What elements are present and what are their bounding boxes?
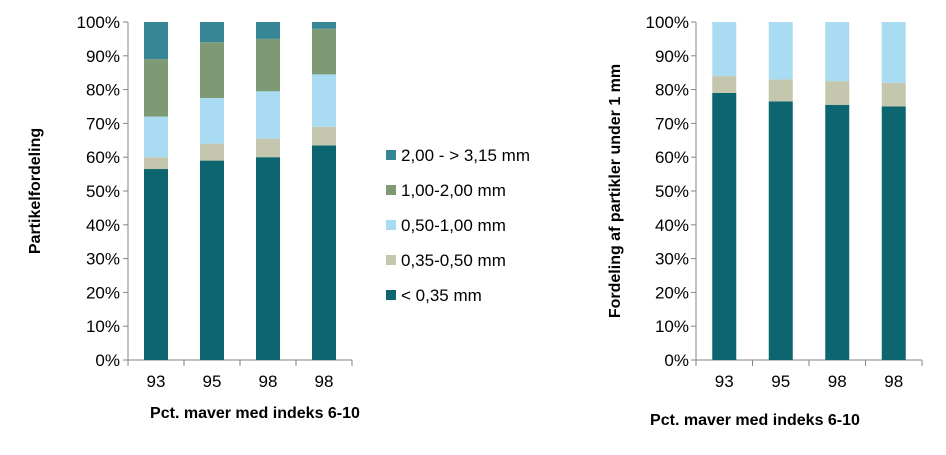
bar-segment bbox=[881, 106, 906, 360]
legend-label: < 0,35 mm bbox=[401, 286, 482, 305]
bar-segment bbox=[256, 157, 280, 360]
x-tick-label: 98 bbox=[828, 372, 847, 391]
bar-segment bbox=[825, 104, 850, 360]
y-tick-label: 30% bbox=[655, 250, 689, 269]
bar-segment bbox=[144, 169, 168, 360]
x-tick-label: 98 bbox=[315, 372, 334, 391]
bar-segment bbox=[712, 22, 737, 77]
y-tick-label: 70% bbox=[86, 114, 120, 133]
x-tick-label: 98 bbox=[884, 372, 903, 391]
x-axis-title: Pct. maver med indeks 6-10 bbox=[150, 405, 360, 422]
legend-swatch bbox=[386, 185, 396, 195]
x-tick-label: 93 bbox=[715, 372, 734, 391]
legend-label: 0,35-0,50 mm bbox=[401, 251, 506, 270]
y-tick-label: 30% bbox=[86, 250, 120, 269]
bar-segment bbox=[200, 160, 224, 360]
bar-segment bbox=[825, 81, 850, 105]
y-axis-title: Fordeling af partikler under 1 mm bbox=[607, 64, 624, 318]
legend-label: 0,50-1,00 mm bbox=[401, 216, 506, 235]
y-tick-label: 40% bbox=[86, 216, 120, 235]
bar-segment bbox=[256, 38, 280, 92]
y-tick-label: 80% bbox=[86, 81, 120, 100]
bar-segment bbox=[768, 79, 793, 102]
y-tick-label: 40% bbox=[655, 216, 689, 235]
bar-segment bbox=[881, 22, 906, 83]
bar-segment bbox=[144, 22, 168, 60]
legend-label: 1,00-2,00 mm bbox=[401, 181, 506, 200]
y-tick-label: 10% bbox=[655, 317, 689, 336]
bar-segment bbox=[144, 116, 168, 158]
y-tick-label: 70% bbox=[655, 114, 689, 133]
y-axis-title: Partikelfordeling bbox=[27, 128, 44, 254]
bar-segment bbox=[768, 22, 793, 80]
bar-segment bbox=[312, 22, 336, 29]
y-tick-label: 90% bbox=[86, 47, 120, 66]
y-tick-label: 80% bbox=[655, 81, 689, 100]
bar-segment bbox=[312, 145, 336, 360]
y-tick-label: 100% bbox=[646, 13, 689, 32]
y-tick-label: 50% bbox=[655, 182, 689, 201]
bar-segment bbox=[712, 92, 737, 360]
legend-swatch bbox=[386, 220, 396, 230]
bar-segment bbox=[768, 101, 793, 361]
y-tick-label: 100% bbox=[77, 13, 120, 32]
bar-segment bbox=[312, 28, 336, 75]
y-tick-label: 0% bbox=[95, 351, 120, 370]
bar-segment bbox=[256, 22, 280, 39]
bar-segment bbox=[256, 91, 280, 139]
y-tick-label: 10% bbox=[86, 317, 120, 336]
x-tick-label: 95 bbox=[203, 372, 222, 391]
bar-segment bbox=[312, 126, 336, 146]
legend-swatch bbox=[386, 255, 396, 265]
legend-label: 2,00 - > 3,15 mm bbox=[401, 146, 530, 165]
bar-segment bbox=[200, 143, 224, 161]
bar-segment bbox=[144, 157, 168, 170]
bar-segment bbox=[200, 22, 224, 43]
y-tick-label: 20% bbox=[655, 283, 689, 302]
x-tick-label: 95 bbox=[771, 372, 790, 391]
legend-swatch bbox=[386, 150, 396, 160]
y-tick-label: 60% bbox=[655, 148, 689, 167]
bar-segment bbox=[200, 42, 224, 99]
y-tick-label: 50% bbox=[86, 182, 120, 201]
legend-swatch bbox=[386, 290, 396, 300]
bar-segment bbox=[312, 74, 336, 127]
y-tick-label: 0% bbox=[664, 351, 689, 370]
legend: 2,00 - > 3,15 mm 1,00-2,00 mm 0,50-1,00 mm… bbox=[386, 146, 530, 305]
bar-segment bbox=[881, 82, 906, 107]
bar-segment bbox=[712, 76, 737, 93]
chart-left: 0% 10% 20% 30% 40% 50% 60% 70% 80% 90% 100% 93 95 98 9… bbox=[27, 13, 360, 422]
y-tick-label: 60% bbox=[86, 148, 120, 167]
bar-segment bbox=[144, 59, 168, 117]
chart-right: 0% 10% 20% 30% 40% 50% 60% 70% 80% 90% 100% 93 95 98 9… bbox=[607, 13, 923, 429]
x-axis-title: Pct. maver med indeks 6-10 bbox=[650, 412, 860, 429]
bar-segment bbox=[256, 138, 280, 158]
y-tick-label: 90% bbox=[655, 47, 689, 66]
y-tick-label: 20% bbox=[86, 283, 120, 302]
bar-segment bbox=[200, 98, 224, 144]
bar-segment bbox=[825, 22, 850, 82]
x-tick-label: 98 bbox=[259, 372, 278, 391]
x-tick-label: 93 bbox=[147, 372, 166, 391]
